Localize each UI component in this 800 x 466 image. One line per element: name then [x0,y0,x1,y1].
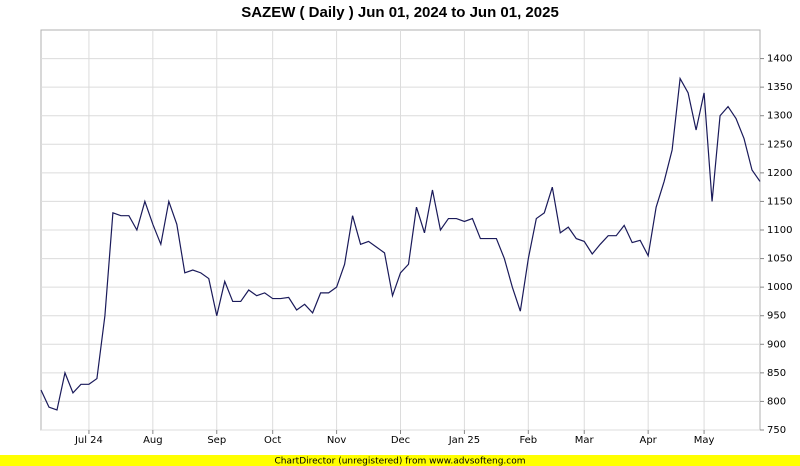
x-tick-label: Aug [143,435,163,446]
price-line [40,76,761,411]
x-tick-label: Feb [519,435,537,446]
x-tick-label: Mar [575,435,595,446]
y-tick-label: 1050 [767,254,792,265]
y-tick-label: 1100 [767,225,792,236]
y-tick-label: 1300 [767,111,792,122]
y-tick-label: 750 [767,425,786,436]
y-tick-label: 900 [767,339,786,350]
x-tick-label: Apr [639,435,657,446]
y-tick-label: 1250 [767,139,792,150]
x-tick-label: Dec [391,435,410,446]
x-tick-label: Jan 25 [448,435,480,446]
y-tick-label: 1150 [767,196,792,207]
footer-bar [0,455,800,466]
x-tick-label: May [694,435,715,446]
x-tick-label: Nov [327,435,347,446]
y-tick-label: 950 [767,311,786,322]
x-tick-label: Jul 24 [74,435,103,446]
y-tick-label: 850 [767,368,786,379]
chart-title: SAZEW ( Daily ) Jun 01, 2024 to Jun 01, … [241,4,559,21]
footer: ChartDirector (unregistered) from www.ad… [274,457,525,466]
x-tick-label: Oct [264,435,281,446]
y-tick-label: 1000 [767,282,792,293]
x-tick-label: Sep [207,435,226,446]
y-tick-label: 800 [767,396,786,407]
y-tick-label: 1200 [767,168,792,179]
y-tick-label: 1400 [767,54,792,65]
y-tick-label: 1350 [767,82,792,93]
